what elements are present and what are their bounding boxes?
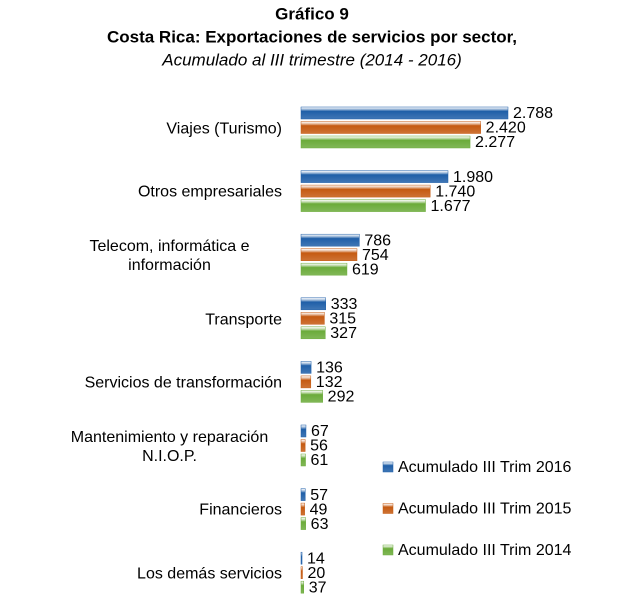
bar — [300, 424, 307, 438]
category-label: Servicios de transformación — [84, 374, 282, 392]
value-label: 37 — [309, 579, 327, 596]
value-label: 327 — [330, 325, 357, 342]
bar — [300, 312, 325, 325]
bar — [300, 262, 348, 276]
value-label: 2.788 — [513, 105, 553, 122]
bar — [300, 135, 471, 149]
category-label: Los demás servicios — [137, 565, 282, 583]
legend-marker — [382, 503, 394, 514]
value-label: 2.277 — [475, 134, 515, 151]
bar — [300, 439, 306, 452]
category-label: Viajes (Turismo) — [166, 120, 282, 138]
bar — [300, 121, 481, 134]
value-label: 49 — [310, 501, 328, 518]
bar — [300, 361, 312, 374]
bar — [300, 326, 326, 340]
value-label: 1.740 — [435, 183, 475, 200]
bar — [300, 170, 449, 183]
chart-title: Gráfico 9 — [275, 4, 349, 23]
bar — [300, 502, 305, 516]
legend-label: Acumulado III Trim 2014 — [398, 542, 572, 559]
value-label: 56 — [310, 438, 328, 455]
value-label: 136 — [316, 360, 343, 377]
bar — [300, 551, 303, 565]
bar — [300, 248, 358, 261]
bar — [300, 184, 431, 198]
bar — [300, 580, 304, 594]
chart-subtitle: Costa Rica: Exportaciones de servicios p… — [107, 27, 517, 46]
value-label: 1.677 — [431, 198, 471, 215]
value-label: 333 — [331, 296, 358, 313]
value-label: 1.980 — [453, 169, 493, 186]
category-label: Mantenimiento y reparación N.I.O.P. — [70, 428, 269, 465]
bar — [300, 517, 306, 530]
value-label: 292 — [328, 389, 355, 406]
bar — [300, 375, 312, 389]
bar — [300, 453, 306, 467]
bar — [300, 106, 509, 120]
legend-label: Acumulado III Trim 2016 — [398, 459, 572, 476]
value-label: 132 — [316, 374, 343, 391]
value-label: 20 — [307, 565, 325, 582]
value-label: 2.420 — [486, 120, 526, 137]
bar — [300, 566, 303, 579]
value-label: 315 — [329, 311, 356, 328]
value-label: 754 — [362, 247, 389, 264]
category-label: Transporte — [205, 311, 282, 329]
bar — [300, 488, 306, 501]
category-label: Financieros — [199, 501, 282, 519]
legend-marker — [382, 461, 394, 473]
value-label: 14 — [307, 550, 325, 567]
category-label: Otros empresariales — [137, 183, 282, 201]
value-label: 61 — [311, 452, 329, 469]
bar — [300, 199, 426, 212]
category-label: Telecom, informática e información — [89, 237, 250, 274]
bar — [300, 390, 323, 403]
legend-marker — [382, 544, 394, 556]
value-label: 57 — [310, 487, 328, 504]
bar — [300, 297, 326, 311]
value-label: 786 — [364, 232, 391, 249]
chart-subtitle: Acumulado al III trimestre (2014 - 2016) — [161, 50, 462, 69]
legend-label: Acumulado III Trim 2015 — [398, 501, 572, 518]
value-label: 619 — [352, 261, 379, 278]
value-label: 67 — [311, 423, 329, 440]
bar — [300, 233, 360, 247]
value-label: 63 — [311, 516, 329, 533]
